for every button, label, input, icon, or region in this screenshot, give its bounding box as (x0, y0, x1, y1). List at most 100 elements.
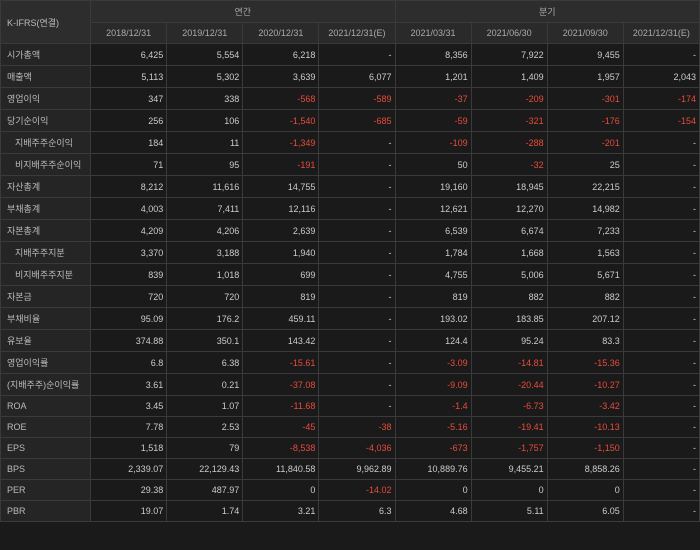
cell: 0 (547, 480, 623, 501)
cell: - (319, 330, 395, 352)
cell: 6.3 (319, 501, 395, 522)
cell: 0 (395, 480, 471, 501)
cell: 19,160 (395, 176, 471, 198)
cell: -685 (319, 110, 395, 132)
cell: 22,129.43 (167, 459, 243, 480)
table-row: 시가총액6,4255,5546,218-8,3567,9229,455- (1, 44, 700, 66)
row-label: ROA (1, 396, 91, 417)
cell: 124.4 (395, 330, 471, 352)
cell: - (623, 374, 699, 396)
row-label: 부채총계 (1, 198, 91, 220)
cell: 12,621 (395, 198, 471, 220)
cell: - (623, 154, 699, 176)
table-row: ROA3.451.07-11.68--1.4-6.73-3.42- (1, 396, 700, 417)
cell: 9,455 (547, 44, 623, 66)
cell: 2,043 (623, 66, 699, 88)
cell: 11,616 (167, 176, 243, 198)
cell: - (623, 264, 699, 286)
cell: 4,206 (167, 220, 243, 242)
cell: -15.36 (547, 352, 623, 374)
cell: -589 (319, 88, 395, 110)
table-row: 자본총계4,2094,2062,639-6,5396,6747,233- (1, 220, 700, 242)
cell: - (623, 352, 699, 374)
cell: 9,455.21 (471, 459, 547, 480)
row-label: 지배주주순이익 (1, 132, 91, 154)
row-label: EPS (1, 438, 91, 459)
col-header: 2018/12/31 (91, 23, 167, 44)
cell: -209 (471, 88, 547, 110)
cell: - (319, 176, 395, 198)
cell: 8,858.26 (547, 459, 623, 480)
cell: -14.81 (471, 352, 547, 374)
cell: - (623, 286, 699, 308)
cell: - (623, 176, 699, 198)
cell: 5,554 (167, 44, 243, 66)
cell: 9,962.89 (319, 459, 395, 480)
table-body: 시가총액6,4255,5546,218-8,3567,9229,455-매출액5… (1, 44, 700, 522)
cell: 459.11 (243, 308, 319, 330)
cell: 4,209 (91, 220, 167, 242)
row-label: ROE (1, 417, 91, 438)
cell: - (319, 286, 395, 308)
cell: 83.3 (547, 330, 623, 352)
row-label: 영업이익 (1, 88, 91, 110)
cell: -59 (395, 110, 471, 132)
cell: - (319, 308, 395, 330)
cell: 6.38 (167, 352, 243, 374)
cell: -5.16 (395, 417, 471, 438)
cell: -321 (471, 110, 547, 132)
table-row: 자산총계8,21211,61614,755-19,16018,94522,215… (1, 176, 700, 198)
cell: - (319, 352, 395, 374)
cell: 6,218 (243, 44, 319, 66)
cell: 1,668 (471, 242, 547, 264)
cell: -6.73 (471, 396, 547, 417)
row-label: 자산총계 (1, 176, 91, 198)
table-row: 영업이익347338-568-589-37-209-301-174 (1, 88, 700, 110)
cell: 1,784 (395, 242, 471, 264)
cell: -1,349 (243, 132, 319, 154)
cell: 3,639 (243, 66, 319, 88)
cell: - (623, 396, 699, 417)
cell: 3.45 (91, 396, 167, 417)
cell: 6.05 (547, 501, 623, 522)
cell: 29.38 (91, 480, 167, 501)
cell: 0 (243, 480, 319, 501)
row-label: 비지배주주순이익 (1, 154, 91, 176)
cell: 3,188 (167, 242, 243, 264)
cell: 143.42 (243, 330, 319, 352)
cell: - (623, 242, 699, 264)
cell: 2,339.07 (91, 459, 167, 480)
cell: 183.85 (471, 308, 547, 330)
cell: 207.12 (547, 308, 623, 330)
row-label: 매출액 (1, 66, 91, 88)
table-row: 자본금720720819-819882882- (1, 286, 700, 308)
table-title: K-IFRS(연결) (1, 1, 91, 44)
cell: 18,945 (471, 176, 547, 198)
cell: - (319, 198, 395, 220)
cell: 7,922 (471, 44, 547, 66)
cell: -301 (547, 88, 623, 110)
cell: - (319, 374, 395, 396)
cell: 6,674 (471, 220, 547, 242)
cell: -10.27 (547, 374, 623, 396)
cell: -20.44 (471, 374, 547, 396)
cell: -38 (319, 417, 395, 438)
cell: 2,639 (243, 220, 319, 242)
cell: -4,036 (319, 438, 395, 459)
col-header: 2021/09/30 (547, 23, 623, 44)
cell: 487.97 (167, 480, 243, 501)
cell: 819 (395, 286, 471, 308)
table-row: PBR19.071.743.216.34.685.116.05- (1, 501, 700, 522)
cell: 71 (91, 154, 167, 176)
cell: - (319, 44, 395, 66)
cell: 0 (471, 480, 547, 501)
row-label: 시가총액 (1, 44, 91, 66)
cell: 4,003 (91, 198, 167, 220)
cell: -191 (243, 154, 319, 176)
col-header: 2020/12/31 (243, 23, 319, 44)
cell: 256 (91, 110, 167, 132)
col-header: 2021/06/30 (471, 23, 547, 44)
cell: -1,757 (471, 438, 547, 459)
col-header: 2019/12/31 (167, 23, 243, 44)
cell: - (319, 242, 395, 264)
